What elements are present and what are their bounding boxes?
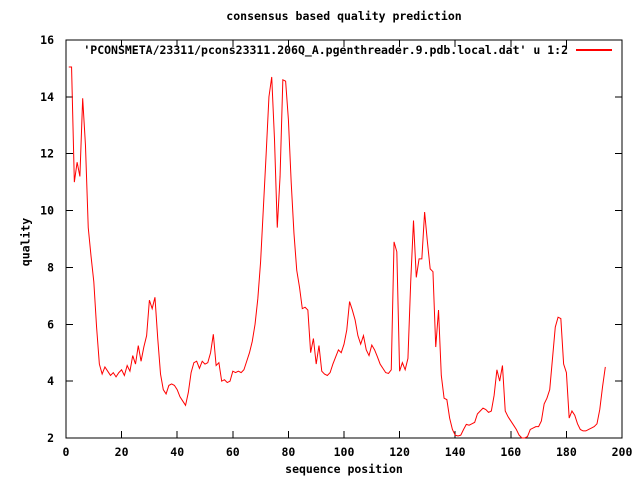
x-tick-label: 200 [612,445,633,459]
y-tick-label: 8 [47,260,54,274]
x-tick-label: 20 [115,445,129,459]
y-tick-label: 10 [40,204,54,218]
x-axis-label: sequence position [285,462,403,476]
y-tick-label: 14 [40,90,54,104]
x-tick-label: 120 [389,445,410,459]
legend-label: 'PCONSMETA/23311/pcons23311.206Q_A.pgent… [83,43,568,58]
x-tick-label: 140 [445,445,466,459]
x-tick-label: 180 [556,445,577,459]
x-tick-label: 60 [226,445,240,459]
y-tick-label: 4 [47,374,54,388]
x-tick-label: 40 [170,445,184,459]
data-line [68,66,606,439]
y-tick-label: 6 [47,317,54,331]
x-tick-label: 100 [334,445,355,459]
plot-border [65,39,623,439]
x-tick-label: 80 [281,445,295,459]
y-tick-label: 16 [40,33,54,47]
y-tick-label: 2 [47,431,54,445]
x-tick-label: 160 [500,445,521,459]
x-tick-label: 0 [63,445,70,459]
chart-title: consensus based quality prediction [226,9,462,23]
y-tick-label: 12 [40,147,54,161]
